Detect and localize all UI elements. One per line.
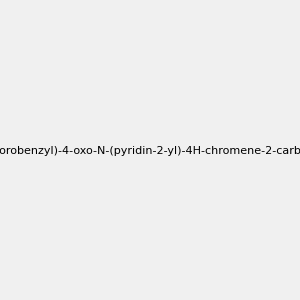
- Text: N-(4-fluorobenzyl)-4-oxo-N-(pyridin-2-yl)-4H-chromene-2-carboxamide: N-(4-fluorobenzyl)-4-oxo-N-(pyridin-2-yl…: [0, 146, 300, 157]
